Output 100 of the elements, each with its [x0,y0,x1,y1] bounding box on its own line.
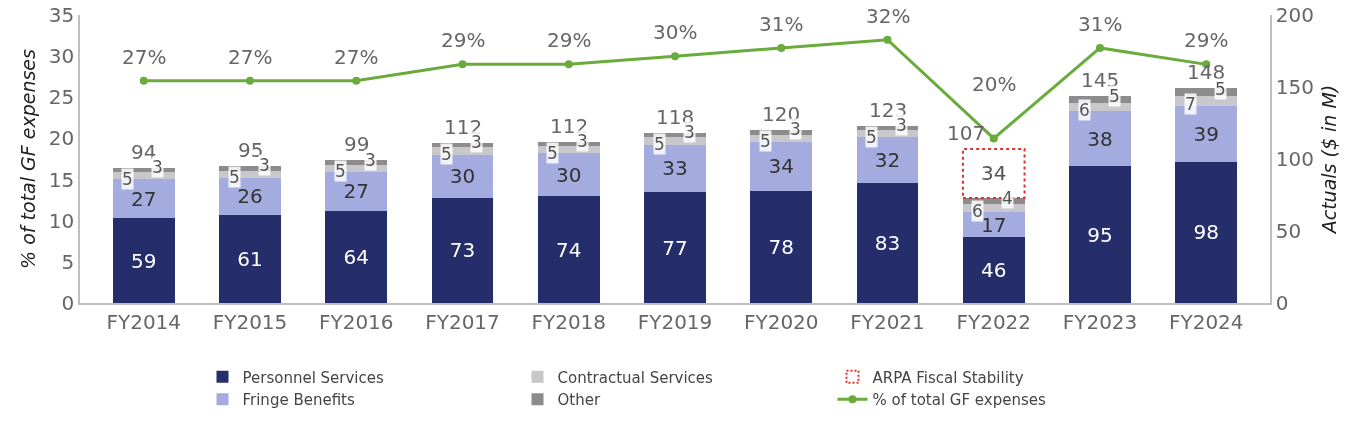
data-label: 74 [556,237,582,262]
data-label: 5 [229,167,240,187]
data-label: 29% [1184,28,1229,52]
legend-label: Other [557,391,601,410]
data-label: 7 [1185,94,1196,114]
data-label: 31% [759,12,804,36]
y2-tick-label: 150 [1275,75,1314,99]
point [458,60,467,69]
data-label: 27 [343,179,369,204]
y-tick-label: 5 [61,249,75,274]
point [352,76,361,85]
data-label: 61 [237,247,263,272]
point [1096,43,1104,52]
x-tick-label: FY2014 [106,309,182,334]
total-label: 107 [947,121,986,145]
data-label: 3 [259,155,270,175]
x-tick-label: FY2022 [956,309,1032,334]
data-label: 17 [981,212,1007,237]
data-label: 5 [866,127,877,147]
data-label: 30 [449,164,476,189]
data-label: 5 [760,131,771,151]
y-tick-label: 25 [48,85,75,110]
bar [1069,166,1131,303]
bar [962,236,1025,303]
bar [112,218,175,303]
data-label: 5 [547,143,558,163]
point [671,52,679,61]
x-tick-label: FY2018 [531,309,607,334]
data-label: 78 [768,234,794,259]
data-label: 64 [343,244,369,269]
bar [537,196,600,303]
y2-tick-label: 200 [1275,3,1314,27]
data-label: 34 [768,154,794,179]
data-label: 6 [1079,100,1090,120]
x-tick-label: FY2021 [850,309,925,334]
data-label: 33 [662,156,688,181]
data-label: 29% [547,28,592,52]
y-tick-label: 10 [48,208,75,233]
x-tick-label: FY2016 [318,309,394,334]
x-tick-label: FY2020 [743,309,819,334]
x-tick-label: FY2019 [637,309,713,334]
data-label: 73 [449,238,476,263]
y-tick-label: 15 [48,167,75,192]
point [777,43,786,52]
y2-tick-label: 50 [1275,219,1302,243]
data-label: 5 [335,161,346,181]
legend-label: % of total GF expenses [872,391,1046,410]
bar [431,197,494,303]
data-label: 27% [228,45,273,69]
data-label: 98 [1193,220,1219,245]
data-label: 77 [662,235,688,260]
legend-label: Fringe Benefits [242,391,355,410]
bar [750,190,813,303]
data-label: 30% [653,20,698,44]
data-label: 39 [1193,121,1219,146]
point [564,60,573,69]
x-tick-label: FY2017 [425,309,500,334]
data-label: 31% [1078,12,1123,36]
data-label: 26 [237,184,263,209]
data-label: 59 [131,248,157,273]
x-tick-label: FY2023 [1062,309,1138,334]
legend-label: Contractual Services [557,368,714,387]
legend-label: Personnel Services [242,368,385,387]
bar [856,183,919,303]
data-label: 20% [972,72,1017,96]
y-tick-label: 35 [48,3,75,27]
bar [644,192,706,303]
data-label: 5 [1215,79,1226,99]
data-label: 38 [1087,126,1113,151]
data-label: 5 [654,134,665,154]
data-label: 4 [1002,188,1013,208]
data-label: 5 [122,169,133,189]
bar [325,210,388,303]
data-label: 83 [874,231,901,256]
y-tick-label: 0 [61,291,75,315]
data-label: 30 [556,162,582,187]
y-axis-title: % of total GF expenses [17,48,40,269]
y2-tick-label: 0 [1275,291,1289,315]
data-label: 3 [365,150,376,170]
y2-axis-title: Actuals ($ in M) [1318,84,1341,236]
data-label: 29% [441,28,486,52]
data-label: 5 [441,144,452,164]
data-label: 3 [152,157,163,177]
data-label: 6 [972,201,983,221]
point [989,134,998,143]
y-tick-label: 30 [48,44,75,69]
bar [219,215,281,303]
data-label: 46 [981,257,1007,282]
x-tick-label: FY2024 [1168,309,1244,334]
data-label: 27% [334,45,379,69]
x-tick-label: FY2015 [212,309,288,334]
point [246,76,254,85]
data-label: 95 [1087,222,1113,247]
data-label: 34 [981,161,1007,186]
legend-label: ARPA Fiscal Stability [872,368,1024,387]
point [139,76,148,85]
y2-tick-label: 100 [1275,147,1314,171]
data-label: 27 [131,186,157,211]
data-label: 32 [874,148,901,173]
data-label: 32% [866,4,911,28]
